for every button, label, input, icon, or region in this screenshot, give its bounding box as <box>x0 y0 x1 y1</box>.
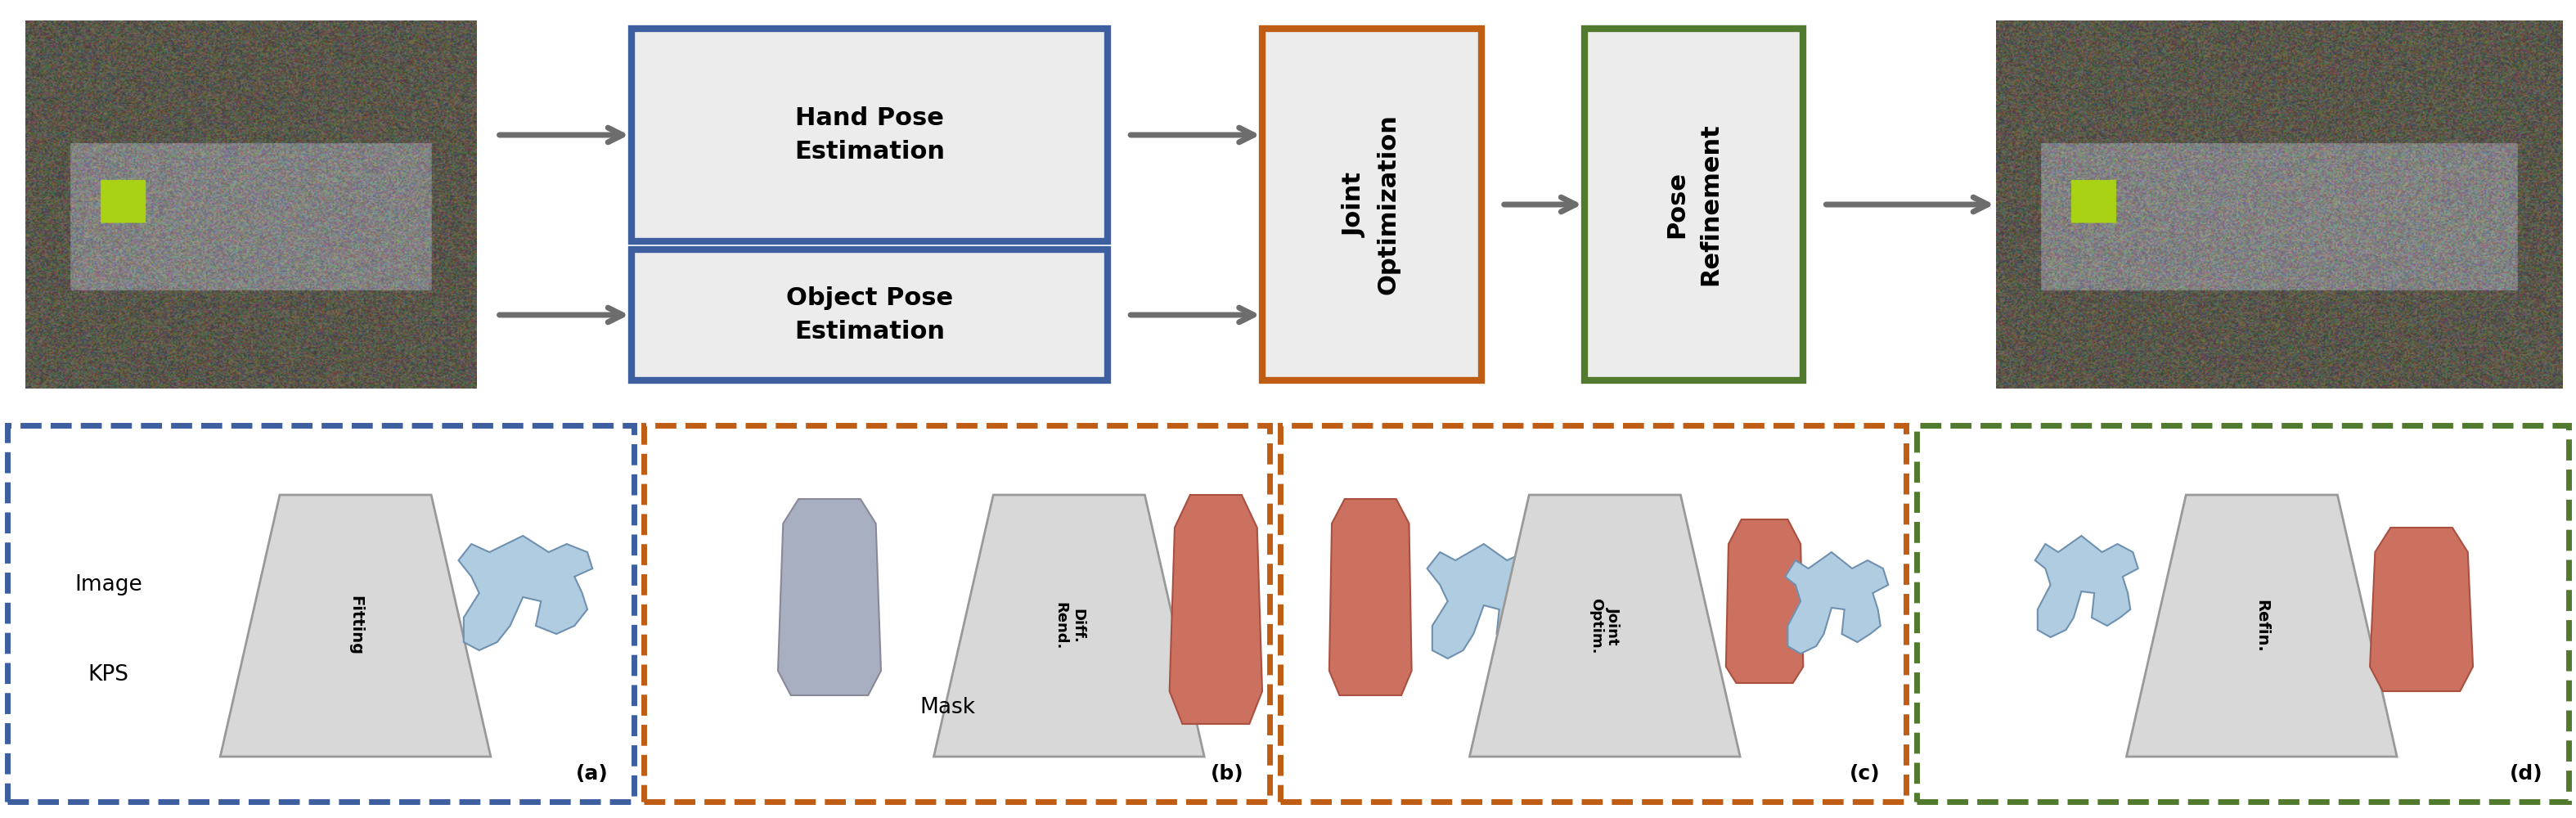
Polygon shape <box>459 536 592 650</box>
Text: Refin.: Refin. <box>2254 600 2269 652</box>
FancyBboxPatch shape <box>8 425 634 802</box>
Polygon shape <box>2370 528 2473 691</box>
Text: Joint
Optimization: Joint Optimization <box>1342 115 1401 294</box>
Polygon shape <box>1427 544 1548 658</box>
FancyBboxPatch shape <box>1262 29 1481 380</box>
Polygon shape <box>1468 495 1741 757</box>
Polygon shape <box>2128 495 2396 757</box>
Text: (d): (d) <box>2509 764 2543 784</box>
Text: Object Pose
Estimation: Object Pose Estimation <box>786 286 953 344</box>
Text: Image: Image <box>75 574 142 596</box>
FancyBboxPatch shape <box>1280 425 1906 802</box>
FancyBboxPatch shape <box>1584 29 1803 380</box>
Text: Hand Pose
Estimation: Hand Pose Estimation <box>793 106 945 164</box>
Text: Joint
Optim.: Joint Optim. <box>1589 598 1620 654</box>
Polygon shape <box>2035 536 2138 637</box>
Polygon shape <box>1329 499 1412 695</box>
Text: Diff.
Rend.: Diff. Rend. <box>1054 602 1084 649</box>
FancyBboxPatch shape <box>631 249 1108 380</box>
Polygon shape <box>778 499 881 695</box>
Text: (b): (b) <box>1211 764 1244 784</box>
Text: (a): (a) <box>574 764 608 784</box>
FancyBboxPatch shape <box>631 29 1108 241</box>
Polygon shape <box>222 495 489 757</box>
FancyBboxPatch shape <box>1917 425 2568 802</box>
Polygon shape <box>1170 495 1262 724</box>
Text: Fitting: Fitting <box>348 596 363 656</box>
Text: (c): (c) <box>1850 764 1880 784</box>
Polygon shape <box>1785 552 1888 654</box>
FancyBboxPatch shape <box>644 425 1270 802</box>
Text: Pose
Refinement: Pose Refinement <box>1664 124 1723 285</box>
Polygon shape <box>1726 519 1803 683</box>
Polygon shape <box>935 495 1203 757</box>
Text: KPS: KPS <box>88 664 129 685</box>
Text: Mask: Mask <box>920 697 976 718</box>
